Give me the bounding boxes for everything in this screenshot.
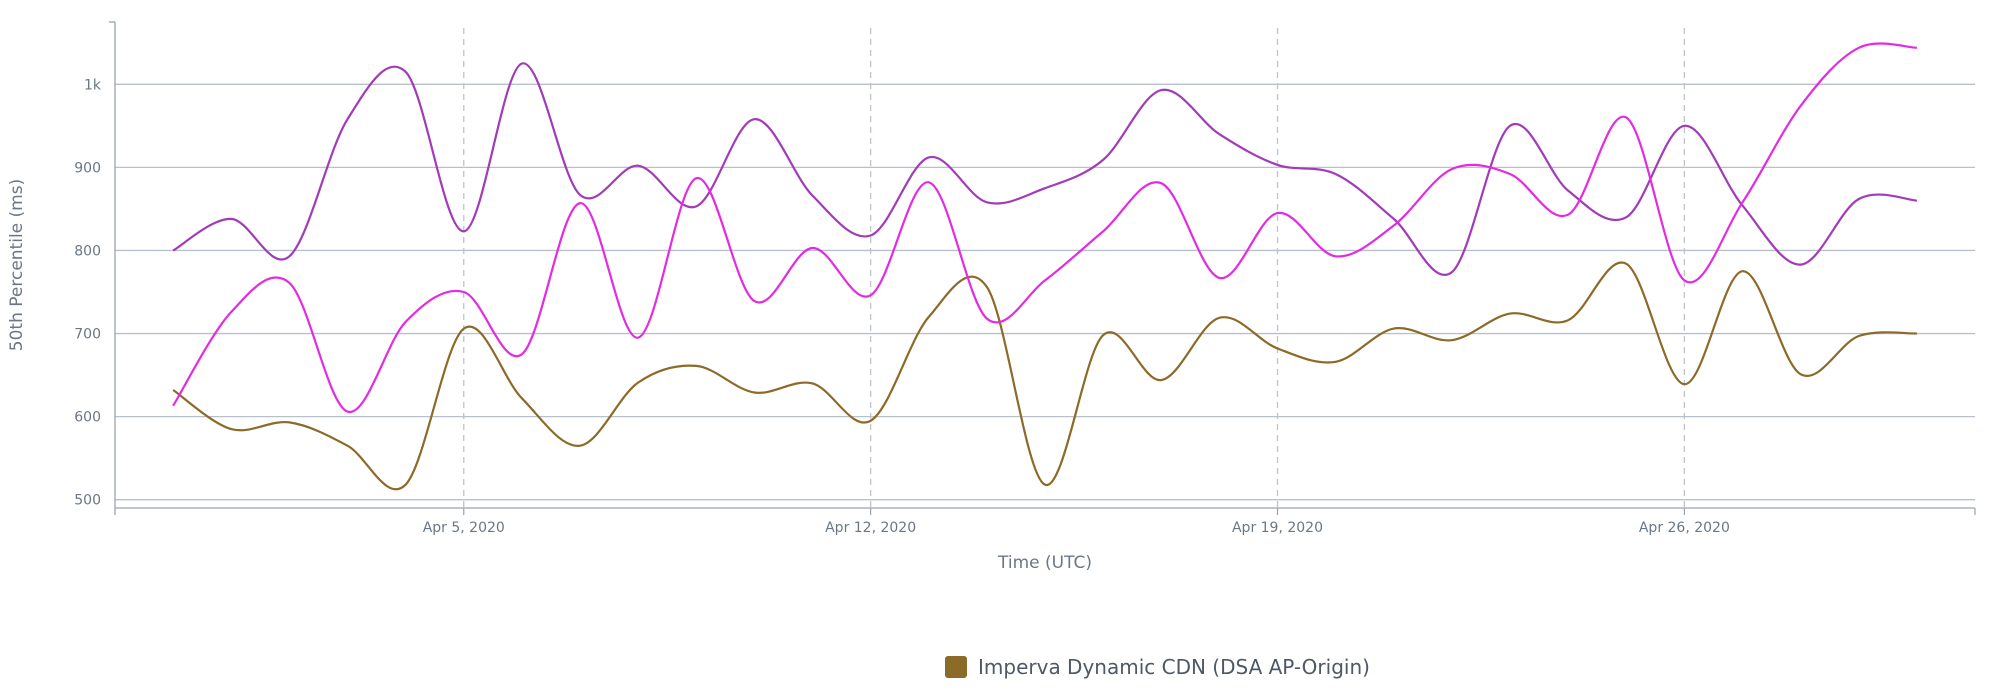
x-axis-title: Time (UTC) xyxy=(997,553,1092,573)
series-line-3[interactable] xyxy=(172,42,1917,413)
series-lines xyxy=(172,42,1918,491)
legend-swatch[interactable] xyxy=(945,656,967,678)
legend[interactable]: Imperva Dynamic CDN (DSA AP-Origin) xyxy=(945,655,1370,679)
x-tick-label: Apr 19, 2020 xyxy=(1232,520,1323,536)
y-tick-label: 1k xyxy=(84,77,102,93)
y-tick-label: 700 xyxy=(74,327,101,343)
x-tick-label: Apr 12, 2020 xyxy=(825,520,916,536)
y-tick-label: 900 xyxy=(74,160,101,176)
y-tick-label: 800 xyxy=(74,243,101,259)
series-line-2[interactable] xyxy=(172,62,1918,276)
y-axis-title: 50th Percentile (ms) xyxy=(7,179,27,351)
y-tick-label: 600 xyxy=(74,410,101,426)
y-tick-label: 500 xyxy=(74,493,101,509)
gridlines xyxy=(115,28,1975,508)
legend-label[interactable]: Imperva Dynamic CDN (DSA AP-Origin) xyxy=(978,655,1370,679)
axes: 500 600 700 800 900 1k Apr 5, 2020 Apr 12, 2020… xyxy=(74,21,1976,536)
x-tick-label: Apr 5, 2020 xyxy=(423,520,505,536)
x-tick-label: Apr 26, 2020 xyxy=(1639,520,1730,536)
series-line-1[interactable] xyxy=(172,261,1917,491)
